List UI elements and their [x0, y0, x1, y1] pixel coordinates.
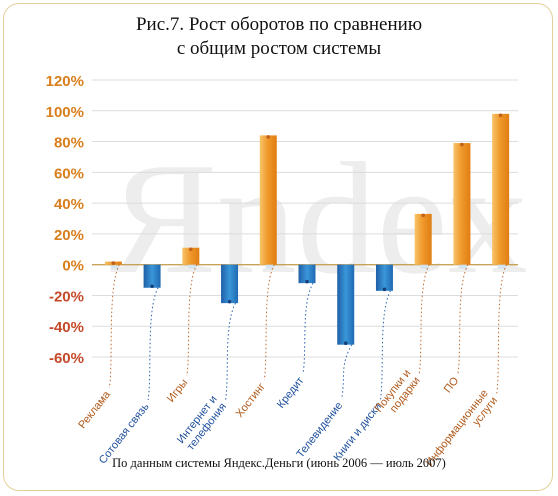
bar-7 [337, 264, 355, 345]
bar [453, 143, 471, 265]
bar-10 [453, 142, 471, 269]
bar-end-dot [150, 284, 154, 289]
category-label-line: Игры [165, 377, 190, 405]
bar-2 [143, 264, 161, 289]
y-axis-ticks: 120% 100% 80% 60% 40% 20% 0% -20% -40% -60% [46, 73, 84, 367]
bars [104, 113, 510, 345]
bar-end-dot [189, 247, 193, 252]
y-tick-label: -60% [49, 350, 84, 367]
y-tick-label: -20% [49, 288, 84, 305]
label-leader [302, 282, 314, 375]
y-tick-label: 40% [54, 196, 84, 213]
bar [492, 113, 510, 265]
bar-11 [492, 113, 510, 269]
y-tick-label: 20% [54, 227, 84, 244]
bar-8 [375, 264, 393, 292]
label-leader [108, 264, 120, 389]
category-label: Реклама [76, 388, 113, 431]
bar-end-dot [382, 287, 387, 292]
bar [221, 264, 239, 304]
bar-end-dot [421, 213, 425, 218]
category-label: Хостинг [234, 381, 268, 420]
chart-title: Рис.7. Рост оборотов по сравнению с общи… [0, 13, 558, 61]
category-label: ПО [442, 375, 462, 396]
bar-shadow [110, 265, 119, 269]
bar [298, 264, 316, 284]
bar [182, 247, 200, 265]
label-leader [263, 264, 275, 381]
bar-3 [182, 247, 200, 269]
category-label: Игры [165, 377, 190, 405]
label-leader [225, 302, 236, 401]
y-tick-label: 120% [46, 73, 84, 90]
bar [337, 264, 355, 345]
category-label: Кредит [275, 375, 307, 411]
label-leader [186, 264, 198, 377]
bar-end-dot [111, 261, 116, 265]
label-leader [496, 264, 508, 395]
bar-5 [259, 135, 277, 269]
bar [143, 264, 161, 288]
y-tick-label: -40% [49, 319, 84, 336]
category-label-line: Кредит [275, 375, 307, 411]
grid-lines [92, 79, 518, 358]
bar-4 [221, 264, 239, 304]
y-tick-label: 60% [54, 165, 84, 182]
bar [375, 264, 393, 291]
y-tick-label: 80% [54, 135, 84, 152]
bar-end-dot [227, 299, 232, 304]
bar-6 [298, 264, 316, 284]
category-label-line: Хостинг [234, 381, 268, 420]
bar [414, 213, 432, 265]
bar-end-dot [266, 135, 271, 139]
label-leader [457, 264, 469, 375]
label-leader [341, 344, 353, 400]
y-tick-label: 100% [46, 104, 84, 121]
category-label-line: ПО [442, 375, 462, 396]
bar [259, 135, 277, 265]
bar-end-dot [305, 279, 309, 284]
chart-source: По данным системы Яндекс.Деньги (июнь 20… [112, 456, 446, 470]
bar-end-dot [343, 341, 348, 345]
title-line-1: Рис.7. Рост оборотов по сравнению [135, 14, 423, 35]
title-line-2: с общим ростом системы [176, 38, 382, 59]
bar-end-dot [460, 142, 464, 147]
label-leader [418, 264, 430, 375]
bar-1 [104, 261, 122, 269]
bar-end-dot [498, 113, 503, 118]
bar-9 [414, 213, 432, 269]
label-leader [147, 287, 159, 401]
y-tick-label: 0% [62, 258, 84, 275]
label-leader [379, 290, 391, 401]
category-label-line: Реклама [76, 388, 113, 431]
